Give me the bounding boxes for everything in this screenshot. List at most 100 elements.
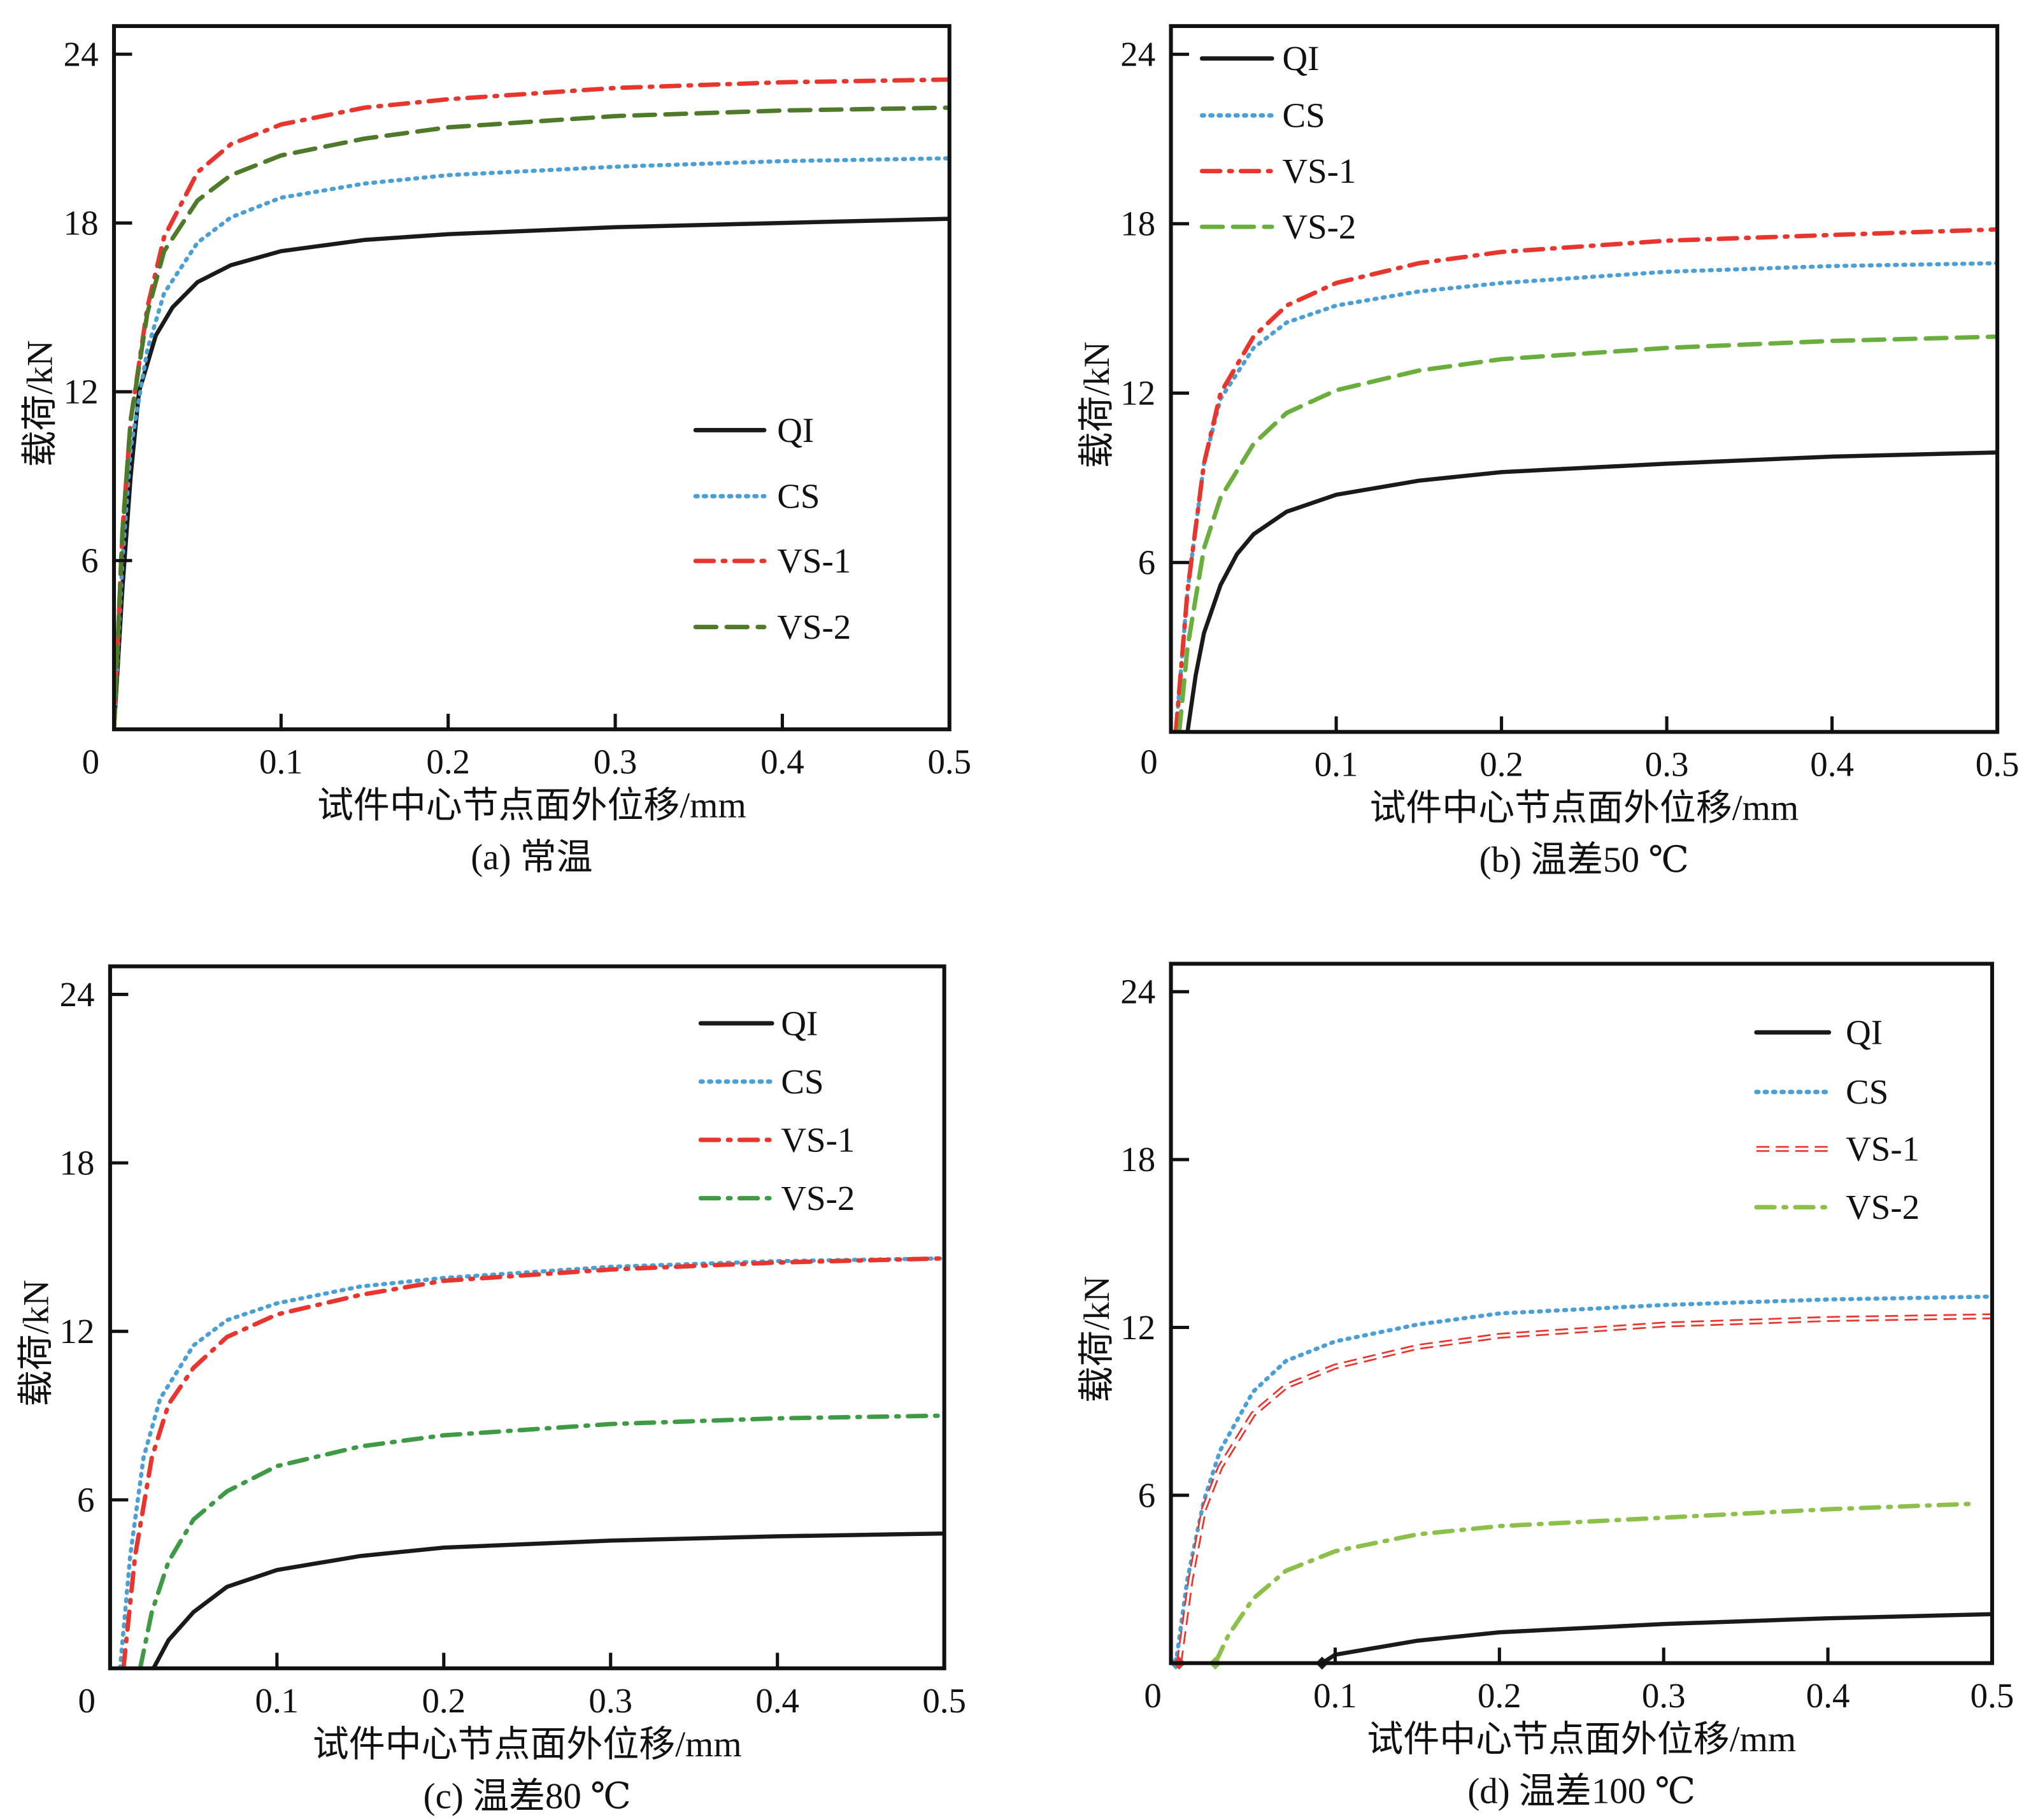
series-cs [118, 1256, 944, 1668]
series-vs-1 [1173, 227, 1998, 732]
legend-label: VS-2 [777, 608, 851, 646]
legend-label: VS-1 [1282, 152, 1356, 190]
series-line [1320, 1612, 1992, 1663]
series-qi [113, 217, 950, 730]
series-line [1185, 450, 1998, 732]
legend-label: VS-1 [1846, 1130, 1920, 1169]
series-vs-2 [113, 105, 950, 730]
x-tick-label: 0.5 [927, 742, 971, 781]
legend-label: VS-2 [781, 1179, 855, 1218]
y-tick-label: 18 [1120, 204, 1155, 243]
y-tick-label: 6 [1138, 1475, 1155, 1514]
series-cs [1174, 1294, 1992, 1663]
x-tick-label: 0.5 [922, 1681, 966, 1720]
series-qi [1185, 450, 1998, 732]
legend-entry-vs-1: VS-1 [693, 541, 851, 580]
legend-entry-cs: CS [693, 477, 820, 516]
series-line-inner [1178, 1315, 1992, 1663]
series-line [151, 1531, 944, 1668]
legend-entry-vs-2: VS-2 [1199, 207, 1356, 246]
y-tick-label: 18 [60, 1143, 95, 1182]
legend-entry-qi: QI [1199, 39, 1319, 78]
series-line [113, 105, 950, 730]
x-tick-label: 0.1 [259, 742, 303, 781]
y-tick-label: 6 [1138, 543, 1155, 582]
series-line [1213, 1501, 1978, 1663]
x-tick-label: 0.1 [1313, 1676, 1357, 1715]
series-line [1177, 334, 1998, 732]
series-vs-1 [1176, 1313, 1992, 1663]
x-tick-label: 0.3 [588, 1681, 632, 1720]
legend-entry-vs-1: VS-1 [1756, 1130, 1920, 1169]
panel-caption: (b) 温差50 ℃ [1479, 840, 1689, 880]
x-tick-label: 0.3 [1645, 745, 1689, 784]
series-vs-2 [1213, 1501, 1978, 1663]
y-tick-label: 12 [1120, 374, 1155, 413]
chart-panel-a: QI CS VS-1 VS-2 0 0.1 0.2 0.3 0.4 0.5 6 12 18 24 试件中心节… [20, 24, 971, 878]
legend-label: VS-2 [1846, 1188, 1920, 1226]
x-tick-label: 0.4 [760, 742, 804, 781]
x-tick-label: 0.2 [1479, 745, 1523, 784]
series-cs [1174, 261, 1998, 732]
x-tick-label: 0.2 [426, 742, 470, 781]
x-tick-label: 0.3 [594, 742, 638, 781]
legend-entry-qi: QI [693, 411, 814, 450]
legend-label: VS-1 [781, 1120, 855, 1159]
legend-entry-vs-2: VS-2 [698, 1179, 855, 1218]
plot-frame [1169, 24, 2000, 734]
y-tick-label: 18 [64, 203, 99, 242]
legend-label: QI [777, 411, 814, 450]
y-tick-label: 6 [81, 541, 98, 580]
x-axis-label: 试件中心节点面外位移/mm [317, 786, 746, 826]
x-tick-label: 0.5 [1976, 745, 2020, 784]
chart-panel-b: QI CS VS-1 VS-2 0 0.1 0.2 0.3 0.4 0.5 6 12 18 24 试件中心节… [1077, 24, 2020, 880]
y-tick-label: 24 [1120, 35, 1155, 74]
series-line [1176, 1313, 1992, 1663]
x-axis-label: 试件中心节点面外位移/mm [1367, 1719, 1796, 1760]
series-vs-2 [1177, 334, 1998, 732]
chart-panel-d: QI CS VS-1 VS-2 0 0.1 0.2 0.3 0.4 0.5 6 12 18 24 试件中心节… [1077, 962, 2014, 1811]
x-tick-label: 0.3 [1642, 1676, 1686, 1715]
legend-label: VS-1 [777, 541, 851, 580]
panel-caption: (d) 温差100 ℃ [1467, 1771, 1695, 1811]
legend-entry-vs-2: VS-2 [693, 608, 851, 646]
y-axis-label: 载荷/kN [1077, 341, 1117, 468]
y-tick-label: 24 [1120, 972, 1155, 1011]
legend-entry-cs: CS [1754, 1072, 1888, 1111]
x-tick-label: 0.5 [1970, 1676, 2014, 1715]
x-tick-label: 0.1 [1315, 745, 1358, 784]
legend-label: CS [1282, 96, 1325, 135]
series-line [1174, 1294, 1992, 1663]
legend-label: QI [781, 1004, 818, 1042]
legend-label: CS [777, 477, 820, 516]
x-axis-label: 试件中心节点面外位移/mm [313, 1724, 742, 1765]
legend-entry-vs-2: VS-2 [1754, 1188, 1920, 1226]
plot-frame [111, 24, 951, 732]
legend-entry-vs-1: VS-1 [698, 1120, 855, 1159]
series-line [1173, 227, 1998, 732]
legend-label: QI [1282, 39, 1319, 78]
x-tick-label: 0 [78, 1681, 96, 1720]
legend-entry-vs-1: VS-1 [1199, 152, 1356, 190]
y-axis-label: 载荷/kN [1077, 1276, 1117, 1403]
x-tick-label: 0 [1144, 1676, 1161, 1715]
x-tick-label: 0 [1140, 742, 1157, 781]
y-axis-label: 载荷/kN [16, 1280, 56, 1407]
legend-entry-qi: QI [1754, 1013, 1883, 1051]
series-line [113, 217, 950, 730]
y-tick-label: 24 [64, 34, 99, 73]
y-tick-label: 6 [77, 1481, 94, 1519]
x-tick-label: 0.2 [422, 1681, 466, 1720]
panel-caption: (a) 常温 [471, 837, 592, 878]
y-axis-label: 载荷/kN [20, 340, 60, 467]
series-vs-2 [138, 1413, 944, 1668]
series-line [1174, 261, 1998, 732]
y-tick-label: 24 [60, 975, 95, 1014]
x-tick-label: 0.1 [255, 1681, 299, 1720]
plot-frame [1169, 962, 1995, 1665]
x-tick-label: 0.4 [755, 1681, 799, 1720]
chart-panel-c: QI CS VS-1 VS-2 0 0.1 0.2 0.3 0.4 0.5 6 12 18 24 试件中心节… [16, 964, 966, 1816]
legend-label: CS [781, 1062, 823, 1101]
plot-frame [108, 964, 946, 1670]
